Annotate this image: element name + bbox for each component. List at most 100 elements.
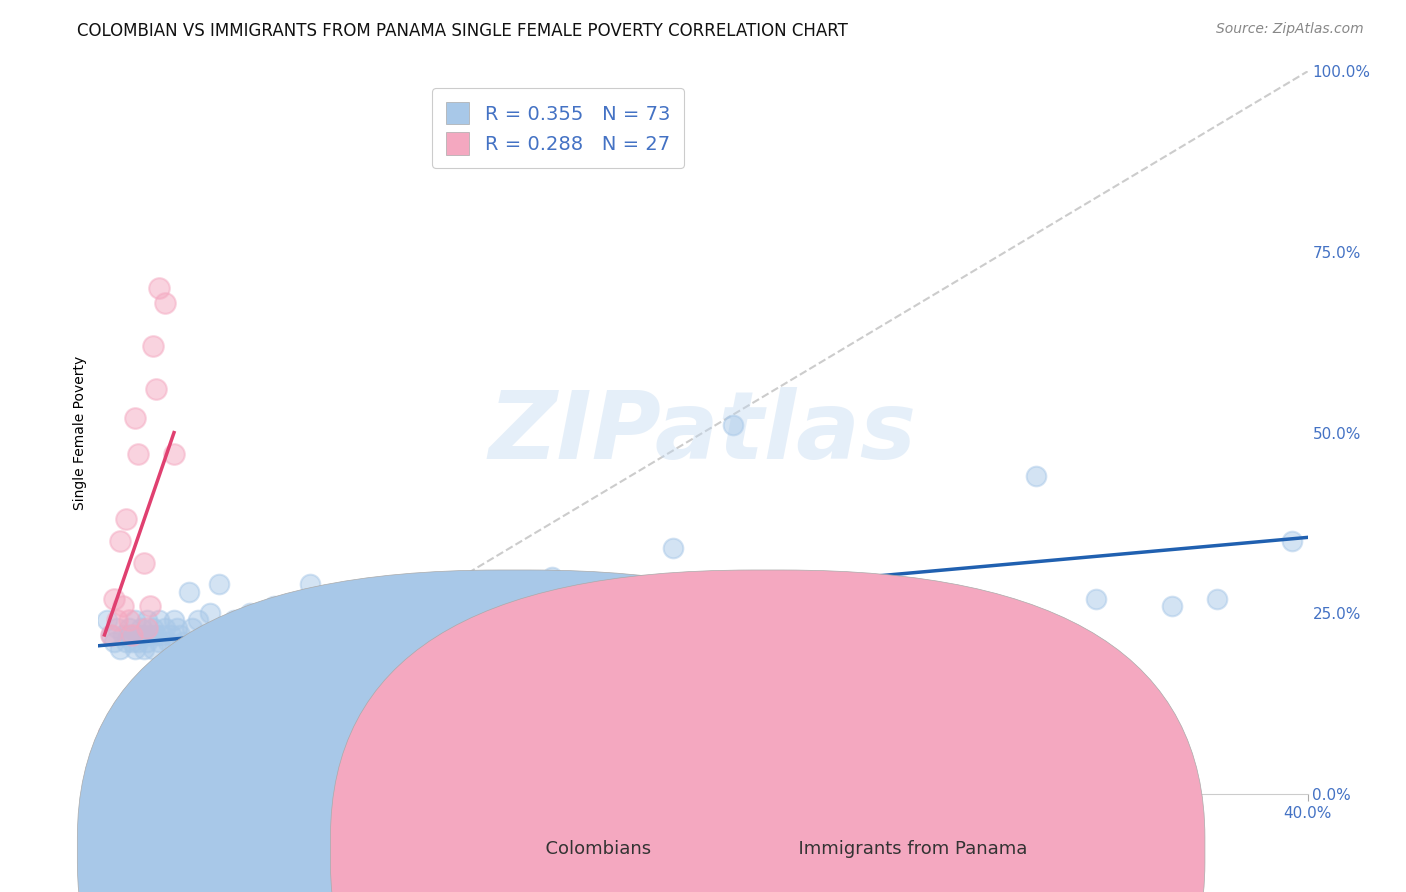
Point xyxy=(160,628,183,642)
Point xyxy=(292,599,315,613)
Point xyxy=(299,577,322,591)
Text: ZIPatlas: ZIPatlas xyxy=(489,386,917,479)
Point xyxy=(389,628,412,642)
Point xyxy=(127,628,149,642)
Point xyxy=(108,533,131,548)
Point xyxy=(284,642,307,657)
Point xyxy=(139,599,162,613)
Point xyxy=(1281,533,1303,548)
Point xyxy=(208,678,231,692)
Point xyxy=(239,671,262,685)
Y-axis label: Single Female Poverty: Single Female Poverty xyxy=(73,356,87,509)
Point xyxy=(360,599,382,613)
Point xyxy=(129,621,152,635)
Point xyxy=(100,628,122,642)
Point xyxy=(263,599,285,613)
Point xyxy=(153,621,176,635)
Point xyxy=(103,591,125,606)
Point xyxy=(844,591,866,606)
Point xyxy=(105,621,128,635)
Point xyxy=(100,628,122,642)
Point xyxy=(602,591,624,606)
Point xyxy=(193,671,215,685)
Point xyxy=(124,411,146,425)
Point xyxy=(124,614,146,628)
Point xyxy=(661,541,683,556)
Point xyxy=(132,628,155,642)
Point xyxy=(269,614,291,628)
Point xyxy=(224,614,246,628)
Point xyxy=(118,628,141,642)
Point xyxy=(127,447,149,461)
Point xyxy=(510,599,533,613)
Point xyxy=(169,628,191,642)
Point xyxy=(135,635,157,649)
Point xyxy=(135,614,157,628)
Point xyxy=(132,642,155,657)
Point xyxy=(187,614,209,628)
Point xyxy=(142,621,165,635)
Point xyxy=(163,447,186,461)
Point xyxy=(374,621,396,635)
Point xyxy=(148,281,170,295)
Point xyxy=(163,642,186,657)
Text: Source: ZipAtlas.com: Source: ZipAtlas.com xyxy=(1216,22,1364,37)
Point xyxy=(142,339,165,353)
Point xyxy=(314,614,336,628)
Point xyxy=(132,556,155,570)
Point xyxy=(450,591,472,606)
Legend: R = 0.355   N = 73, R = 0.288   N = 27: R = 0.355 N = 73, R = 0.288 N = 27 xyxy=(432,88,683,169)
Point xyxy=(193,628,215,642)
Point xyxy=(232,621,254,635)
Point xyxy=(253,628,276,642)
Point xyxy=(105,614,128,628)
Point xyxy=(1085,591,1108,606)
Point xyxy=(965,607,987,621)
Point xyxy=(1024,469,1046,483)
Point xyxy=(239,607,262,621)
Text: Colombians: Colombians xyxy=(534,840,651,858)
Point xyxy=(93,765,115,780)
Point xyxy=(904,599,927,613)
Point xyxy=(142,642,165,657)
Point xyxy=(540,570,562,584)
Point xyxy=(172,635,194,649)
Point xyxy=(111,628,134,642)
Point xyxy=(783,599,806,613)
Point xyxy=(179,664,201,678)
Text: COLOMBIAN VS IMMIGRANTS FROM PANAMA SINGLE FEMALE POVERTY CORRELATION CHART: COLOMBIAN VS IMMIGRANTS FROM PANAMA SING… xyxy=(77,22,848,40)
Text: Immigrants from Panama: Immigrants from Panama xyxy=(787,840,1028,858)
Point xyxy=(156,635,179,649)
Point xyxy=(181,621,204,635)
Point xyxy=(163,614,186,628)
Point xyxy=(96,614,118,628)
Point xyxy=(124,642,146,657)
Point xyxy=(135,621,157,635)
Point xyxy=(214,628,236,642)
Point xyxy=(114,635,136,649)
Point xyxy=(139,628,162,642)
Point xyxy=(103,635,125,649)
FancyBboxPatch shape xyxy=(77,570,952,892)
Point xyxy=(420,584,443,599)
Point xyxy=(145,628,167,642)
Point xyxy=(148,614,170,628)
Point xyxy=(118,614,141,628)
Point xyxy=(481,577,503,591)
Point xyxy=(723,418,745,433)
Point xyxy=(148,635,170,649)
Point xyxy=(111,599,134,613)
Point xyxy=(269,765,291,780)
Point xyxy=(1206,591,1229,606)
Point xyxy=(208,577,231,591)
Point xyxy=(127,635,149,649)
Point xyxy=(145,382,167,396)
Point xyxy=(96,729,118,743)
Point xyxy=(200,607,222,621)
Point xyxy=(329,599,352,613)
Point xyxy=(108,642,131,657)
Point xyxy=(166,621,188,635)
Point xyxy=(277,621,299,635)
Point xyxy=(314,678,336,692)
Point xyxy=(179,584,201,599)
